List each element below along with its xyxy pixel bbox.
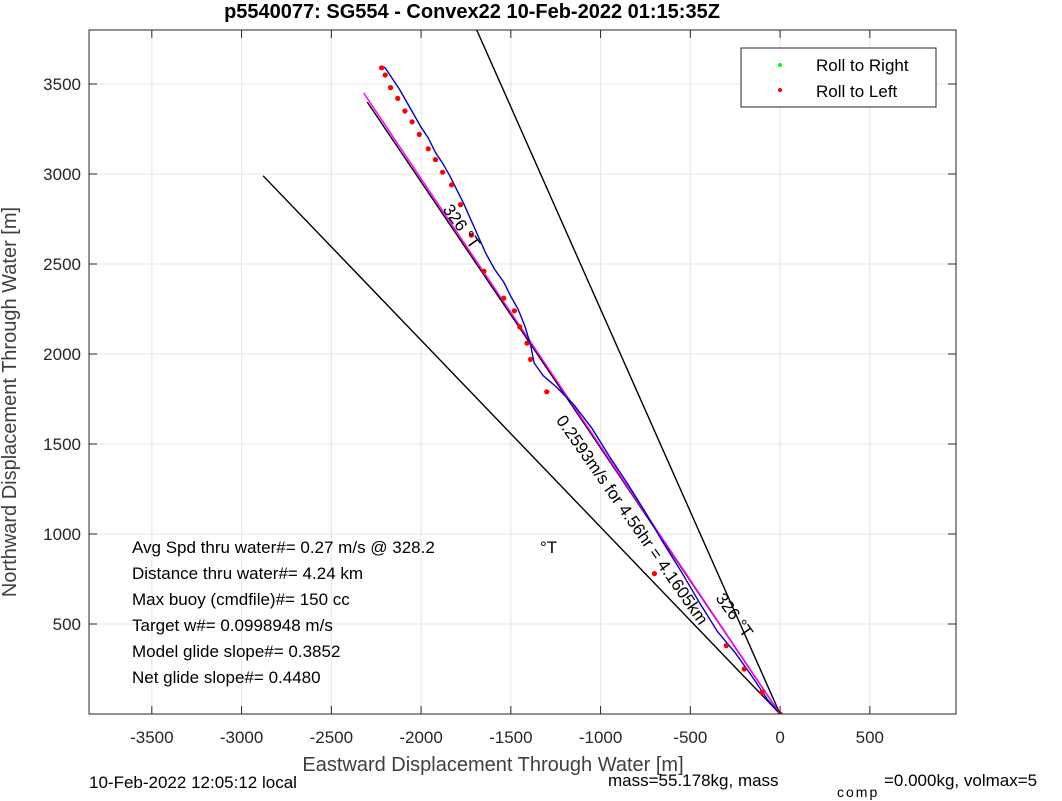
roll-left-point	[425, 146, 431, 152]
roll-left-point	[524, 340, 530, 346]
x-tick-label: -1500	[489, 728, 532, 747]
x-tick-label: -500	[673, 728, 707, 747]
footer-local-time: 10-Feb-2022 12:05:12 local	[89, 773, 297, 792]
stat-avg-speed-unit: °T	[540, 538, 557, 557]
roll-left-point	[378, 65, 385, 71]
roll-left-point	[448, 182, 455, 188]
y-tick-label: 2000	[43, 345, 81, 364]
roll-left-point	[432, 157, 439, 163]
roll-left-point	[527, 356, 534, 362]
x-tick-label: 500	[856, 728, 884, 747]
legend-label-roll-left: Roll to Left	[816, 82, 898, 101]
x-axis-label: Eastward Displacement Through Water [m]	[302, 754, 683, 776]
x-tick-label: -2500	[310, 728, 353, 747]
roll-left-point	[723, 643, 729, 649]
roll-left-point	[409, 119, 415, 125]
footer: 10-Feb-2022 12:05:12 local mass=55.178kg…	[89, 771, 1037, 800]
roll-left-point	[741, 666, 747, 672]
x-tick-label: -3000	[220, 728, 263, 747]
y-tick-label: 2500	[43, 255, 81, 274]
plot-area-frame	[88, 29, 957, 715]
heading-line	[476, 30, 781, 714]
y-tick-label: 1500	[43, 435, 81, 454]
roll-left-point	[416, 131, 422, 137]
x-tick-label: -1000	[579, 728, 622, 747]
legend-marker-roll-right	[778, 63, 782, 67]
x-tick-label: -3500	[130, 728, 173, 747]
footer-comp-subscript: comp	[837, 784, 879, 800]
footer-comp-rest: =0.000kg, volmax=5	[884, 771, 1037, 790]
roll-left-point	[382, 72, 388, 78]
legend: Roll to Right Roll to Left	[740, 47, 937, 108]
stats-block: Avg Spd thru water#= 0.27 m/s @ 328.2 °T…	[132, 538, 557, 687]
roll-left-point	[457, 202, 464, 208]
roll-left-point	[402, 108, 408, 114]
roll-left-point	[501, 295, 507, 301]
roll-left-point	[440, 169, 446, 175]
legend-box	[740, 47, 937, 108]
roll-left-point	[387, 85, 394, 91]
y-tick-label: 3500	[43, 75, 81, 94]
roll-left-point	[544, 389, 550, 395]
roll-left-point	[517, 324, 523, 330]
axis-ticks: -3500 -3000 -2500 -2000 -1500 -1000 -500 0 500 50…	[43, 30, 956, 747]
roll-left-point	[511, 308, 518, 314]
roll-left-point	[481, 268, 487, 274]
stat-model-glide: Model glide slope#= 0.3852	[132, 642, 340, 661]
stat-max-buoy: Max buoy (cmdfile)#= 150 cc	[132, 590, 350, 609]
glider-track-line	[380, 65, 781, 714]
x-tick-label: -2000	[399, 728, 442, 747]
roll-left-point	[759, 689, 765, 696]
roll-left-point	[651, 571, 658, 577]
stat-target-w: Target w#= 0.0998948 m/s	[132, 616, 333, 635]
grid	[89, 30, 956, 714]
x-tick-label: 0	[775, 728, 784, 747]
y-tick-label: 500	[53, 615, 81, 634]
legend-marker-roll-left	[778, 88, 782, 92]
roll-left-point	[468, 232, 474, 238]
heading-line	[262, 175, 781, 714]
footer-mass: mass=55.178kg, mass	[608, 771, 779, 790]
stat-net-glide: Net glide slope#= 0.4480	[132, 668, 321, 687]
plot-lines	[262, 30, 783, 714]
y-tick-label: 3000	[43, 165, 81, 184]
stat-distance: Distance thru water#= 4.24 km	[132, 564, 363, 583]
legend-label-roll-right: Roll to Right	[816, 56, 909, 75]
roll-left-point	[395, 95, 401, 101]
stat-avg-speed: Avg Spd thru water#= 0.27 m/s @ 328.2	[132, 538, 435, 557]
y-tick-label: 1000	[43, 525, 81, 544]
chart-title: p5540077: SG554 - Convex22 10-Feb-2022 0…	[224, 1, 720, 23]
y-axis-label: Northward Displacement Through Water [m]	[0, 207, 21, 597]
